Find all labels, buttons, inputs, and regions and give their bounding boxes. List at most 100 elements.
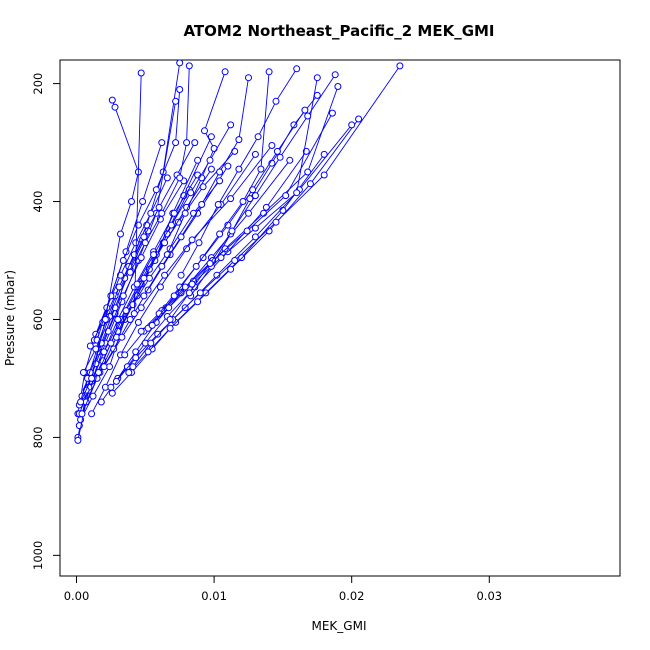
data-point xyxy=(88,374,96,382)
data-point xyxy=(213,271,221,279)
data-point xyxy=(97,398,105,406)
data-point xyxy=(239,198,247,205)
data-point xyxy=(293,65,301,73)
data-point xyxy=(122,307,130,315)
x-tick-label: 0.03 xyxy=(476,589,502,603)
series-37 xyxy=(140,74,252,300)
data-point xyxy=(77,398,85,406)
series-line xyxy=(91,154,256,415)
data-point xyxy=(172,139,180,147)
plot-area-frame xyxy=(59,59,621,577)
series-21 xyxy=(89,171,202,382)
data-point xyxy=(320,150,328,158)
x-tick-label: 0.00 xyxy=(64,589,90,603)
y-tick-label: 200 xyxy=(31,73,45,95)
series-line xyxy=(129,65,190,273)
data-point xyxy=(328,109,336,117)
data-point xyxy=(154,330,162,338)
data-point xyxy=(251,233,259,241)
data-point xyxy=(304,112,312,120)
data-point xyxy=(313,91,321,99)
series-38 xyxy=(133,121,235,288)
data-point xyxy=(112,377,120,385)
data-point xyxy=(195,239,203,247)
data-point xyxy=(262,203,270,211)
data-point xyxy=(140,292,148,300)
data-point xyxy=(115,283,123,291)
data-point xyxy=(183,245,191,253)
data-point xyxy=(152,186,160,194)
data-point xyxy=(148,321,156,329)
x-axis: 0.00 0.01 0.02 0.03 xyxy=(64,575,502,603)
data-point xyxy=(231,257,239,264)
data-point xyxy=(166,324,174,332)
data-point xyxy=(227,265,235,273)
data-point xyxy=(101,316,109,323)
data-point xyxy=(119,257,127,264)
data-point xyxy=(228,227,236,235)
data-point xyxy=(129,363,137,371)
data-point xyxy=(158,262,166,270)
data-point xyxy=(216,177,224,185)
data-point xyxy=(161,271,169,279)
data-point xyxy=(331,71,339,79)
series-29 xyxy=(77,96,142,406)
data-point xyxy=(293,189,301,197)
data-point xyxy=(396,62,404,70)
series-20 xyxy=(95,165,215,376)
data-point xyxy=(150,251,158,259)
data-point xyxy=(108,389,116,397)
data-point xyxy=(78,410,86,418)
data-point xyxy=(181,209,189,217)
series-line xyxy=(80,99,139,403)
data-point xyxy=(217,254,225,262)
data-point xyxy=(128,198,135,205)
data-point xyxy=(257,165,265,173)
data-point xyxy=(133,280,141,288)
data-point xyxy=(194,156,202,164)
data-point xyxy=(158,209,166,217)
data-point xyxy=(227,121,235,129)
data-point xyxy=(74,436,82,444)
data-point xyxy=(163,174,171,182)
data-point xyxy=(86,342,94,350)
data-point xyxy=(132,239,140,247)
data-point xyxy=(114,316,122,323)
data-point xyxy=(201,127,208,135)
data-point xyxy=(185,62,193,70)
data-point xyxy=(306,180,314,188)
data-point xyxy=(137,327,145,335)
data-point xyxy=(188,236,196,244)
y-tick-label: 600 xyxy=(31,308,45,330)
series-13 xyxy=(112,121,356,385)
data-point xyxy=(172,97,180,105)
data-point xyxy=(177,271,185,279)
series-7 xyxy=(88,150,259,418)
series-36 xyxy=(148,68,273,329)
x-tick-label: 0.01 xyxy=(201,589,227,603)
data-point xyxy=(243,227,251,235)
data-point xyxy=(107,383,115,391)
data-point xyxy=(132,354,140,362)
data-point xyxy=(156,283,164,291)
data-point xyxy=(140,233,148,241)
series-6 xyxy=(78,162,232,418)
data-point xyxy=(137,69,145,77)
series-26 xyxy=(90,174,171,344)
data-point xyxy=(130,310,138,318)
data-point xyxy=(207,133,215,141)
data-point xyxy=(117,230,124,238)
data-point xyxy=(144,348,152,356)
series-12 xyxy=(125,115,363,376)
chart-title: ATOM2 Northeast_Pacific_2 MEK_GMI xyxy=(183,22,494,40)
data-point xyxy=(206,156,214,164)
data-point xyxy=(206,260,214,267)
y-axis-label: Pressure (mbar) xyxy=(3,270,17,366)
data-point xyxy=(245,74,252,82)
data-point xyxy=(170,292,178,300)
y-tick-label: 400 xyxy=(31,191,45,213)
series-line xyxy=(169,74,336,320)
data-point xyxy=(251,150,259,158)
data-point xyxy=(207,165,215,173)
